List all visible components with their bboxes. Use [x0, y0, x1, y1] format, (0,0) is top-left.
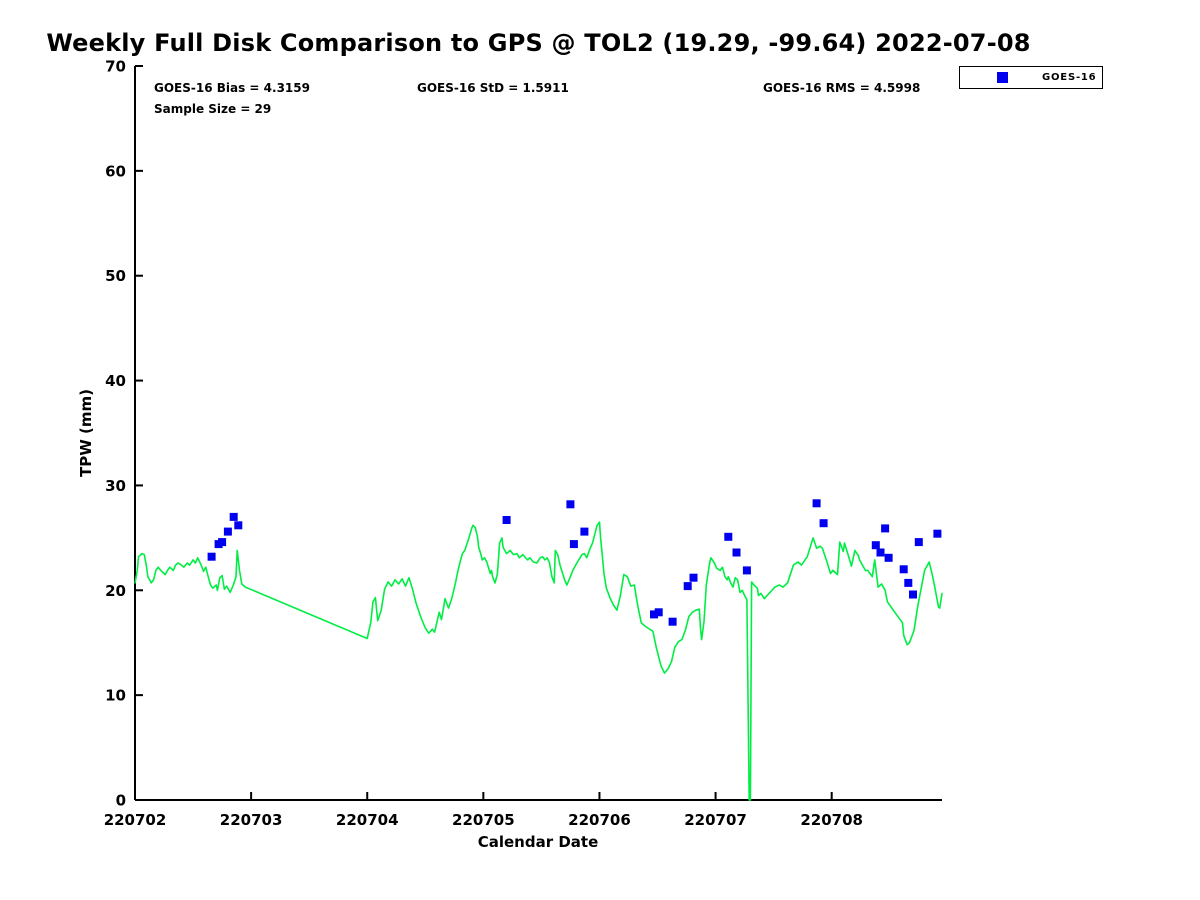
goes16-marker	[223, 527, 232, 536]
x-tick-label: 220706	[568, 811, 631, 829]
goes16-marker	[732, 548, 741, 557]
goes16-marker	[234, 521, 243, 530]
legend-goes16-marker-icon	[997, 72, 1008, 83]
y-tick-label: 30	[105, 477, 126, 495]
goes16-marker	[904, 578, 913, 587]
gps-tpw-line	[134, 521, 943, 801]
goes16-marker	[580, 527, 589, 536]
x-tick-label: 220707	[684, 811, 747, 829]
goes16-marker	[876, 548, 885, 557]
stat-rms: GOES-16 RMS = 4.5998	[763, 81, 921, 95]
x-tick-label: 220705	[452, 811, 515, 829]
y-tick-label: 10	[105, 687, 126, 705]
chart-title: Weekly Full Disk Comparison to GPS @ TOL…	[46, 29, 1031, 57]
goes16-marker	[933, 529, 942, 538]
goes16-marker	[218, 538, 227, 547]
goes16-marker	[871, 541, 880, 550]
stat-bias: GOES-16 Bias = 4.3159	[154, 81, 310, 95]
legend-goes16-label: GOES-16	[1042, 72, 1097, 83]
y-tick-label: 40	[105, 372, 126, 390]
goes16-marker	[650, 610, 658, 619]
goes16-marker	[884, 553, 893, 562]
x-axis-label: Calendar Date	[477, 833, 599, 851]
goes16-marker	[881, 524, 890, 533]
goes16-marker	[812, 499, 821, 508]
goes16-marker	[724, 532, 733, 541]
legend: GOES-16	[959, 66, 1103, 89]
x-tick-label: 220703	[220, 811, 283, 829]
x-tick-label: 220704	[336, 811, 399, 829]
y-axis-label: TPW (mm)	[77, 389, 95, 477]
y-tick-label: 60	[105, 162, 126, 180]
y-tick-label: 50	[105, 267, 126, 285]
goes16-marker	[742, 566, 751, 575]
goes16-marker	[207, 552, 216, 561]
goes16-marker	[654, 608, 663, 617]
goes16-marker	[668, 617, 677, 626]
goes16-marker	[566, 500, 575, 509]
goes16-marker	[689, 573, 698, 582]
stat-sample-size: Sample Size = 29	[154, 102, 272, 116]
goes16-marker	[502, 516, 511, 524]
goes16-marker	[683, 582, 692, 591]
y-tick-label: 20	[105, 582, 126, 600]
goes16-marker	[819, 519, 828, 528]
stat-std: GOES-16 StD = 1.5911	[417, 81, 569, 95]
goes16-marker	[914, 538, 923, 547]
y-tick-label: 0	[116, 792, 126, 810]
goes16-marker	[909, 590, 917, 599]
goes16-marker	[229, 512, 238, 521]
goes16-marker	[899, 565, 908, 574]
x-tick-label: 220708	[800, 811, 863, 829]
goes16-marker	[569, 540, 578, 549]
x-tick-label: 220702	[104, 811, 167, 829]
y-tick-label: 70	[105, 58, 126, 76]
